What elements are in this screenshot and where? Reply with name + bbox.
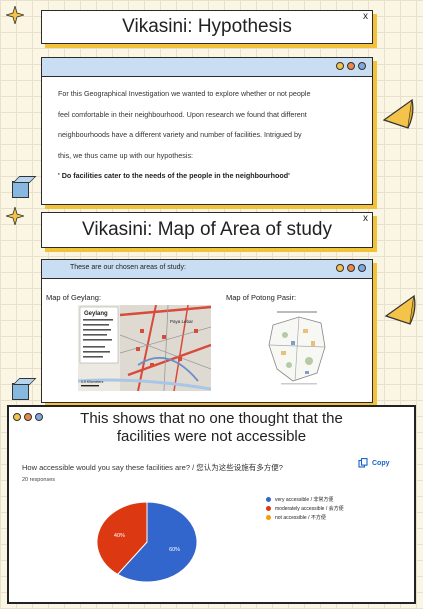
window-controls [336, 62, 366, 70]
copy-label: Copy [372, 459, 390, 467]
window-controls [13, 413, 43, 421]
pie-slice[interactable] [116, 501, 198, 583]
geylang-map-title: Geylang [84, 311, 108, 317]
response-count: 20 responses [22, 477, 56, 483]
cube-icon [12, 383, 29, 400]
hypothesis-line: neighbourhoods have a different variety … [58, 130, 302, 139]
hypothesis-line: feel comfortable in their neighbourhood.… [58, 109, 307, 119]
potong-pasir-map-image [259, 307, 341, 389]
survey-question: How accessible would you say these facil… [22, 463, 283, 472]
map-potong-label: Map of Potong Pasir: [226, 293, 297, 302]
yellow-dot-icon[interactable] [13, 413, 21, 421]
orange-dot-icon[interactable] [24, 413, 32, 421]
hypothesis-title: Vikasini: Hypothesis [122, 16, 292, 37]
sparkle-icon [6, 207, 24, 225]
blue-dot-icon[interactable] [35, 413, 43, 421]
slice-label: 60% [169, 547, 180, 553]
survey-window: This shows that no one thought that the … [7, 405, 416, 604]
hypothesis-statement: ' Do facilities cater to the needs of th… [58, 171, 290, 180]
legend-swatch [266, 515, 271, 520]
blue-dot-icon[interactable] [358, 264, 366, 272]
cone-icon [384, 294, 416, 325]
survey-title-line: This shows that no one thought that the [80, 410, 343, 427]
window-bar [42, 58, 372, 77]
scale-label: 0.5 Kilometers [81, 380, 104, 384]
map-title-window: Vikasini: Map of Area of study x [41, 212, 373, 248]
legend-label: not accessible / 不方便 [275, 515, 326, 521]
copy-icon [358, 458, 368, 468]
sparkle-icon [6, 6, 24, 24]
close-icon[interactable]: x [363, 213, 368, 224]
legend-label: very accessible / 非常方便 [275, 497, 334, 503]
legend-item[interactable]: not accessible / 不方便 [266, 513, 344, 522]
legend-swatch [266, 506, 271, 511]
hypothesis-text: For this Geographical Investigation we w… [58, 84, 360, 187]
slice-label: 40% [114, 533, 125, 539]
survey-title: This shows that no one thought that the … [9, 410, 414, 446]
pie-slice[interactable] [96, 501, 148, 575]
cone-icon [382, 98, 414, 129]
cube-icon [12, 181, 29, 198]
hypothesis-line: this, we thus came up with our hypothesi… [58, 150, 194, 160]
map-section-title: Vikasini: Map of Area of study [82, 219, 332, 240]
orange-dot-icon[interactable] [347, 62, 355, 70]
yellow-dot-icon[interactable] [336, 62, 344, 70]
survey-title-line: facilities were not accessible [116, 428, 307, 445]
orange-dot-icon[interactable] [347, 264, 355, 272]
map-window: These are our chosen areas of study: Map… [41, 259, 373, 403]
map-header-text: These are our chosen areas of study: [70, 264, 186, 271]
pie-chart: 60% 40% [96, 501, 198, 583]
legend-item[interactable]: moderately accessible / 会方便 [266, 504, 344, 513]
hypothesis-line: For this Geographical Investigation we w… [58, 89, 311, 98]
legend-swatch [266, 497, 271, 502]
road-label: Paya Lebar [170, 319, 194, 324]
hypothesis-title-window: Vikasini: Hypothesis x [41, 10, 373, 44]
window-bar: These are our chosen areas of study: [42, 260, 372, 279]
yellow-dot-icon[interactable] [336, 264, 344, 272]
close-icon[interactable]: x [363, 11, 368, 22]
legend-item[interactable]: very accessible / 非常方便 [266, 495, 344, 504]
map-geylang-label: Map of Geylang: [46, 293, 102, 302]
copy-button[interactable]: Copy [358, 458, 390, 468]
legend-label: moderately accessible / 会方便 [275, 506, 344, 512]
blue-dot-icon[interactable] [358, 62, 366, 70]
chart-legend: very accessible / 非常方便 moderately access… [266, 495, 344, 522]
window-controls [336, 264, 366, 272]
hypothesis-window: For this Geographical Investigation we w… [41, 57, 373, 205]
geylang-map-image: Geylang Paya Lebar 0.5 Kilometers [78, 305, 211, 391]
